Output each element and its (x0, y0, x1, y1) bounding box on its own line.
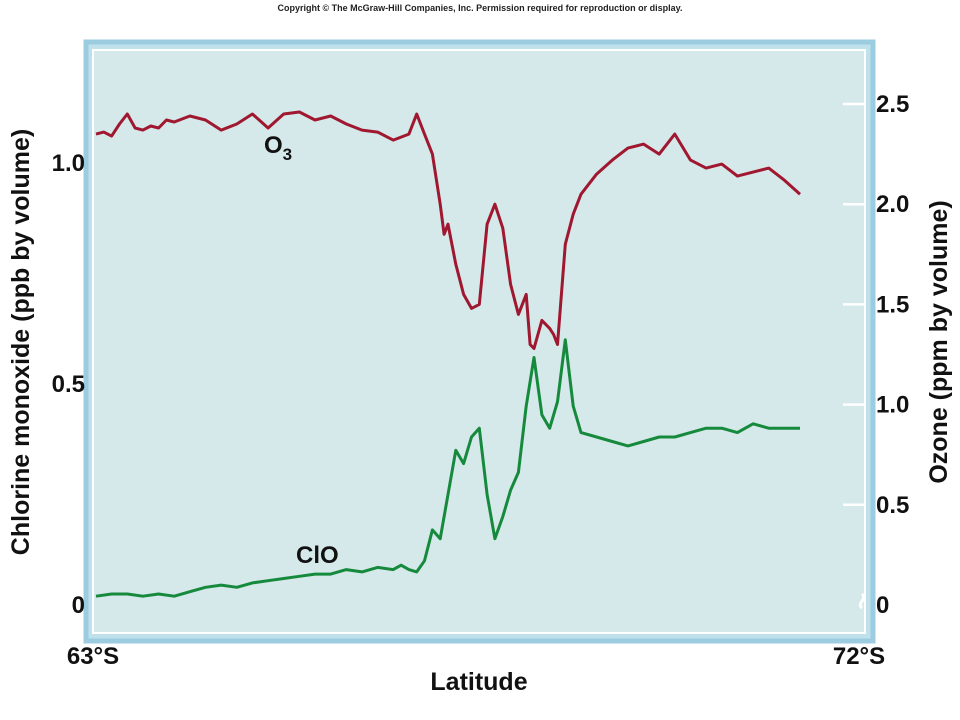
right-axis-ticks (843, 102, 865, 507)
left-tick-label: 1.0 (52, 150, 85, 177)
left-tick-label: 0 (72, 592, 85, 619)
series-o3-line (95, 110, 802, 350)
right-tick-label: 2.5 (876, 91, 909, 118)
right-tick-label: 1.5 (876, 291, 909, 318)
copyright-notice: Copyright © The McGraw-Hill Companies, I… (277, 3, 683, 13)
right-tick-label: 1.0 (876, 392, 909, 419)
left-axis-title: Chlorine monoxide (ppb by volume) (7, 129, 35, 555)
right-axis-break (858, 592, 866, 610)
right-axis-title: Ozone (ppm by volume) (925, 200, 953, 483)
right-tick-label: 2.0 (876, 191, 909, 218)
series-clo-line (95, 338, 800, 598)
plot-area (92, 49, 866, 634)
clo-series-label: ClO (296, 542, 339, 569)
right-tick-label: 0.5 (876, 492, 909, 519)
right-tick-label: 0 (876, 592, 889, 619)
x-tick-label-end: 72°S (833, 643, 885, 670)
right-tick-labels: 0 0.5 1.0 1.5 2.0 2.5 (876, 91, 909, 619)
x-axis-title: Latitude (430, 668, 527, 696)
o3-series-label: O3 (264, 132, 292, 164)
x-tick-label-start: 63°S (67, 643, 119, 670)
left-tick-labels: 0 0.5 1.0 (52, 150, 85, 619)
left-tick-label: 0.5 (52, 371, 85, 398)
